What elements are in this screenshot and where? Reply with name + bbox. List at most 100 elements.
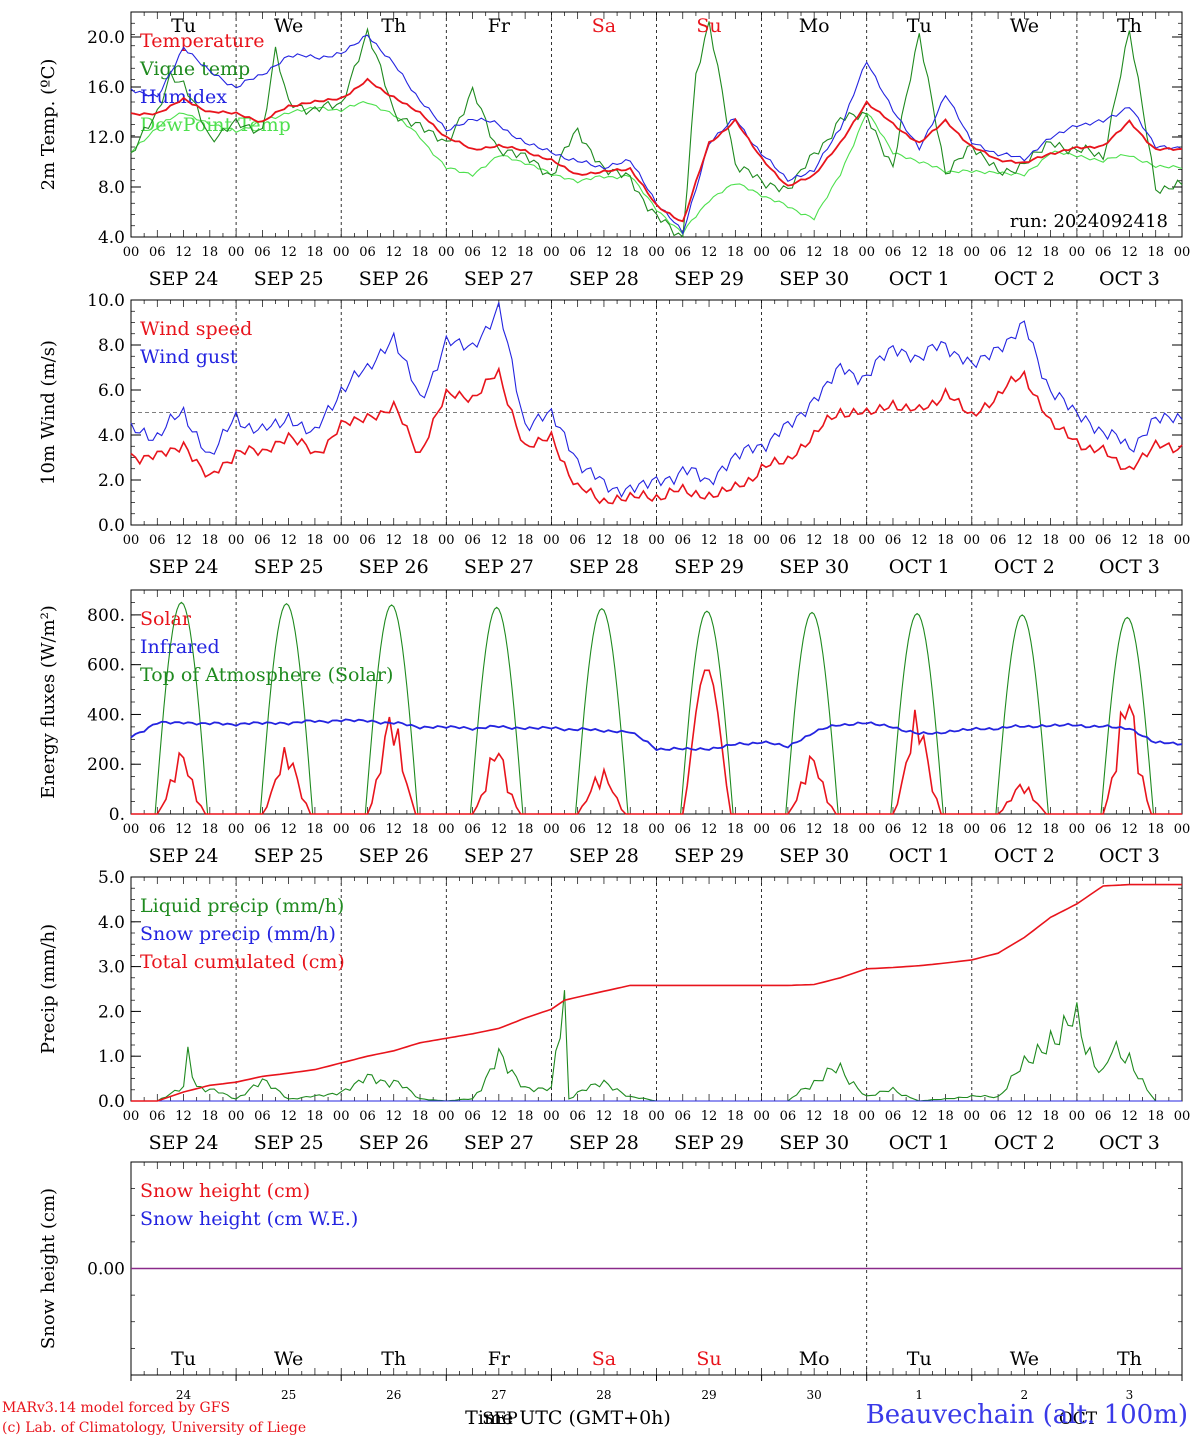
hour-tick-label: 18 — [1147, 245, 1164, 260]
date-label: SEP 27 — [464, 268, 534, 290]
hour-tick-label: 18 — [727, 245, 744, 260]
weekday-label: Tu — [907, 15, 932, 37]
date-label: SEP 30 — [779, 845, 849, 867]
legend-entry: Temperature — [140, 30, 264, 52]
hour-tick-label: 06 — [780, 1109, 797, 1124]
day-number-label: 2 — [1021, 1388, 1029, 1402]
weekday-label: Mo — [799, 1348, 830, 1370]
hour-tick-label: 00 — [964, 245, 981, 260]
series-line-infrared — [130, 718, 1183, 752]
legend-entry: Infrared — [140, 636, 220, 658]
hour-tick-label: 06 — [675, 533, 692, 548]
hour-tick-label: 12 — [1016, 245, 1033, 260]
legend-entry: Wind speed — [140, 318, 252, 340]
hour-tick-label: 12 — [806, 1109, 823, 1124]
y-tick-label: 1.0 — [98, 1047, 125, 1067]
hour-tick-label: 12 — [385, 245, 402, 260]
date-label: SEP 27 — [464, 1132, 534, 1154]
hour-tick-label: 12 — [385, 533, 402, 548]
x-axis-label: Time UTC (GMT+0h) — [465, 1407, 671, 1429]
hour-tick-label: 12 — [175, 245, 192, 260]
hour-tick-label: 00 — [123, 1109, 140, 1124]
hour-tick-label: 12 — [1121, 245, 1138, 260]
day-number-label: 24 — [176, 1388, 192, 1402]
hour-tick-label: 00 — [1174, 533, 1191, 548]
weekday-label: Tu — [907, 1348, 932, 1370]
weekday-label: Sa — [592, 1348, 616, 1370]
weekday-label: We — [1010, 1348, 1039, 1370]
y-axis-label: Snow height (cm) — [38, 1188, 59, 1349]
hour-tick-label: 00 — [543, 533, 560, 548]
hour-tick-label: 18 — [727, 822, 744, 837]
series-line-temperature — [130, 77, 1183, 223]
y-tick-label: 2.0 — [98, 471, 125, 491]
date-label: SEP 26 — [359, 556, 429, 578]
date-label: SEP 24 — [149, 556, 219, 578]
hour-tick-label: 12 — [1121, 533, 1138, 548]
y-tick-label: 4.0 — [98, 913, 125, 933]
date-label: SEP 26 — [359, 268, 429, 290]
date-label: SEP 29 — [674, 845, 744, 867]
hour-tick-label: 06 — [359, 533, 376, 548]
hour-tick-label: 18 — [202, 822, 219, 837]
y-tick-label: 400. — [87, 705, 125, 725]
hour-tick-label: 06 — [1095, 1109, 1112, 1124]
date-label: OCT 3 — [1099, 845, 1160, 867]
hour-tick-label: 18 — [202, 1109, 219, 1124]
hour-tick-label: 00 — [438, 533, 455, 548]
hour-tick-label: 12 — [175, 533, 192, 548]
hour-tick-label: 18 — [937, 245, 954, 260]
hour-tick-label: 06 — [990, 245, 1007, 260]
date-label: OCT 3 — [1099, 268, 1160, 290]
hour-tick-label: 00 — [648, 822, 665, 837]
hour-tick-label: 12 — [280, 245, 297, 260]
hour-tick-label: 00 — [333, 533, 350, 548]
hour-tick-label: 06 — [885, 533, 902, 548]
hour-tick-label: 18 — [307, 822, 324, 837]
date-label: OCT 3 — [1099, 1132, 1160, 1154]
hour-tick-label: 18 — [832, 1109, 849, 1124]
hour-tick-label: 12 — [491, 1109, 508, 1124]
weekday-label: Mo — [799, 15, 830, 37]
hour-tick-label: 12 — [596, 245, 613, 260]
hour-tick-label: 00 — [228, 1109, 245, 1124]
weekday-label: Th — [1117, 1348, 1142, 1370]
hour-tick-label: 00 — [858, 533, 875, 548]
weekday-label: We — [274, 1348, 303, 1370]
hour-tick-label: 12 — [385, 822, 402, 837]
hour-tick-label: 06 — [464, 1109, 481, 1124]
day-number-label: 3 — [1126, 1388, 1134, 1402]
hour-tick-label: 00 — [648, 245, 665, 260]
hour-tick-label: 06 — [149, 245, 166, 260]
hour-tick-label: 12 — [1121, 1109, 1138, 1124]
hour-tick-label: 18 — [727, 1109, 744, 1124]
date-label: SEP 30 — [779, 1132, 849, 1154]
y-axis-label: Energy fluxes (W/m²) — [38, 605, 59, 799]
day-number-label: 28 — [596, 1388, 611, 1402]
date-label: SEP 26 — [359, 845, 429, 867]
hour-tick-label: 12 — [280, 822, 297, 837]
hour-tick-label: 12 — [491, 822, 508, 837]
date-label: SEP 30 — [779, 556, 849, 578]
hour-tick-label: 00 — [753, 822, 770, 837]
series-line-wind-speed — [130, 366, 1183, 505]
hour-tick-label: 18 — [1042, 1109, 1059, 1124]
day-number-label: 25 — [281, 1388, 296, 1402]
date-label: SEP 24 — [149, 845, 219, 867]
hour-tick-label: 00 — [333, 245, 350, 260]
hour-tick-label: 12 — [701, 533, 718, 548]
date-label: SEP 27 — [464, 556, 534, 578]
hour-tick-label: 18 — [202, 533, 219, 548]
hour-tick-label: 06 — [464, 533, 481, 548]
hour-tick-label: 18 — [622, 533, 639, 548]
hour-tick-label: 00 — [123, 822, 140, 837]
hour-tick-label: 18 — [307, 245, 324, 260]
hour-tick-label: 06 — [990, 1109, 1007, 1124]
day-number-label: 27 — [491, 1388, 506, 1402]
hour-tick-label: 00 — [123, 533, 140, 548]
hour-tick-label: 06 — [359, 245, 376, 260]
date-label: OCT 1 — [889, 556, 950, 578]
y-tick-label: 2.0 — [98, 1002, 125, 1022]
weekday-label: Th — [381, 15, 406, 37]
